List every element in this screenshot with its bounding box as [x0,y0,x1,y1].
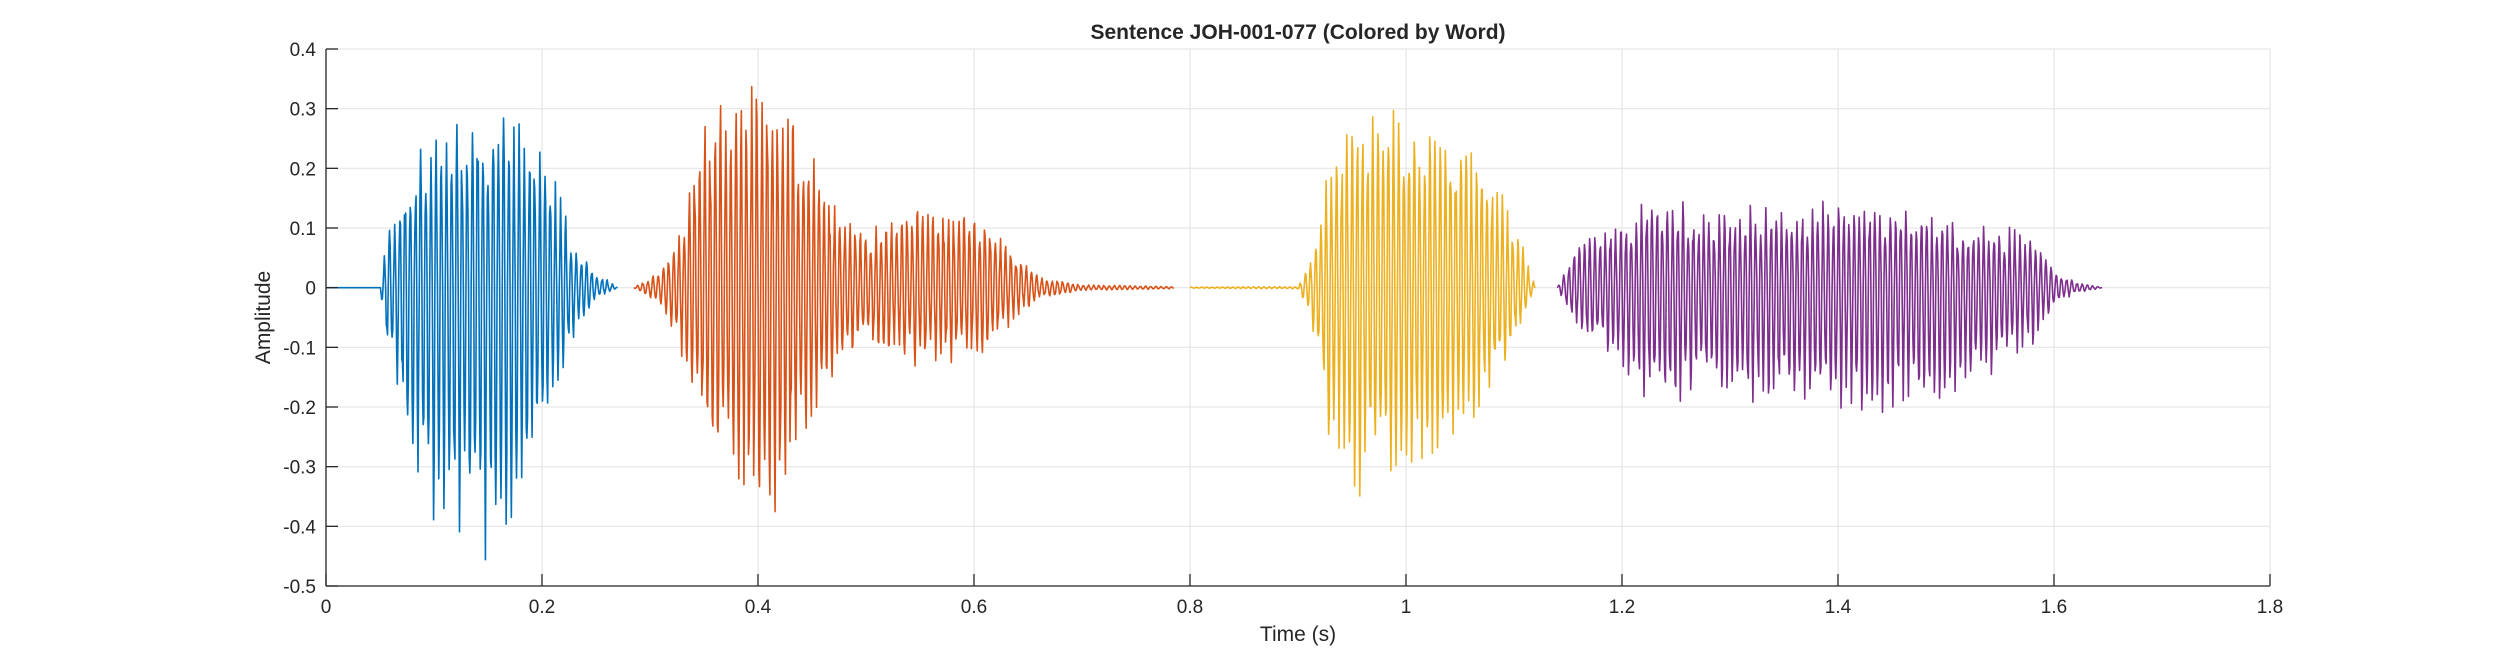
y-tick-label: 0.1 [290,219,316,240]
y-tick-label: -0.3 [283,458,316,479]
waveform-series-1 [325,117,618,561]
y-tick-label: -0.4 [283,517,316,538]
axes [325,48,2271,587]
y-tick-label: -0.2 [283,398,316,419]
y-tick-label: 0 [305,279,316,300]
series-group [325,85,2103,561]
x-tick-label: 1.6 [2041,597,2067,618]
x-tick-label: 1 [1401,597,1412,618]
y-axis-label: Amplitude [252,271,275,364]
plot-area [326,49,2270,586]
chart-title: Sentence JOH-001-077 (Colored by Word) [1090,21,1505,44]
x-axis-label: Time (s) [1260,623,1336,646]
x-tick-label: 1.8 [2257,597,2283,618]
x-tick-label: 1.2 [1609,597,1635,618]
x-tick-label: 0 [321,597,332,618]
waveform-series-2 [633,85,1175,513]
waveform-series-4 [1556,200,2103,414]
tick-labels: 0 0.2 0.4 0.6 0.8 1 1.2 1.4 1.6 1.80.40.30.20.10-… [283,40,2283,618]
y-tick-label: 0.3 [290,100,316,121]
y-tick-label: 0.2 [290,159,316,180]
x-tick-label: 0.2 [529,597,555,618]
x-tick-label: 0.4 [745,597,772,618]
waveform-series-3 [1189,109,1536,497]
y-tick-label: 0.4 [290,40,317,61]
x-tick-label: 0.8 [1177,597,1203,618]
y-tick-label: -0.1 [283,338,316,359]
y-tick-label: -0.5 [283,577,316,598]
x-tick-label: 1.4 [1825,597,1852,618]
x-tick-label: 0.6 [961,597,987,618]
